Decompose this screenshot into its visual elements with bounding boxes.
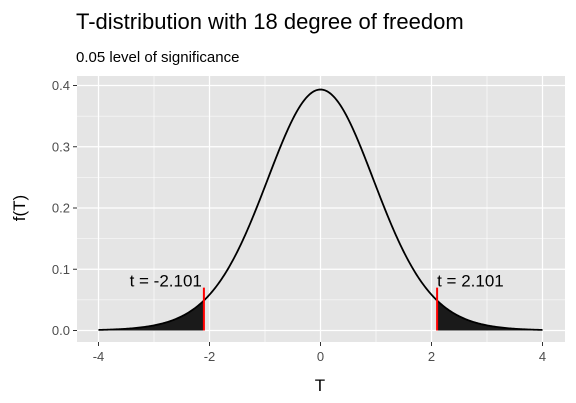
y-tick-label: 0.2 (52, 201, 70, 216)
critical-value-label: t = 2.101 (437, 272, 504, 291)
x-tick-label: 4 (539, 349, 546, 364)
density-curve (98, 88, 543, 331)
chart-title: T-distribution with 18 degree of freedom (76, 9, 464, 34)
chart-subtitle: 0.05 level of significance (76, 49, 239, 66)
y-tick-label: 0.1 (52, 262, 70, 277)
left-tail-region (98, 300, 204, 331)
x-tick-label: -2 (204, 349, 216, 364)
x-tick-label: 2 (428, 349, 435, 364)
x-axis-label: T (315, 376, 325, 395)
x-tick-label: -4 (93, 349, 105, 364)
critical-lines (202, 287, 439, 331)
y-tick-label: 0.0 (52, 323, 70, 338)
major-gridlines (77, 76, 565, 342)
x-tick-label: 0 (317, 349, 324, 364)
y-tick-label: 0.3 (52, 139, 70, 154)
rejection-regions (98, 300, 543, 331)
y-axis-label: f(T) (10, 195, 29, 221)
right-tail-region (437, 300, 543, 331)
y-tick-label: 0.4 (52, 78, 70, 93)
x-axis-ticks: -4 -2 0 2 4 (93, 342, 546, 364)
critical-value-annotations: t = -2.101 t = 2.101 (130, 272, 504, 291)
critical-value-label: t = -2.101 (130, 272, 202, 291)
y-axis-ticks: 0.0 0.1 0.2 0.3 0.4 (52, 78, 77, 338)
